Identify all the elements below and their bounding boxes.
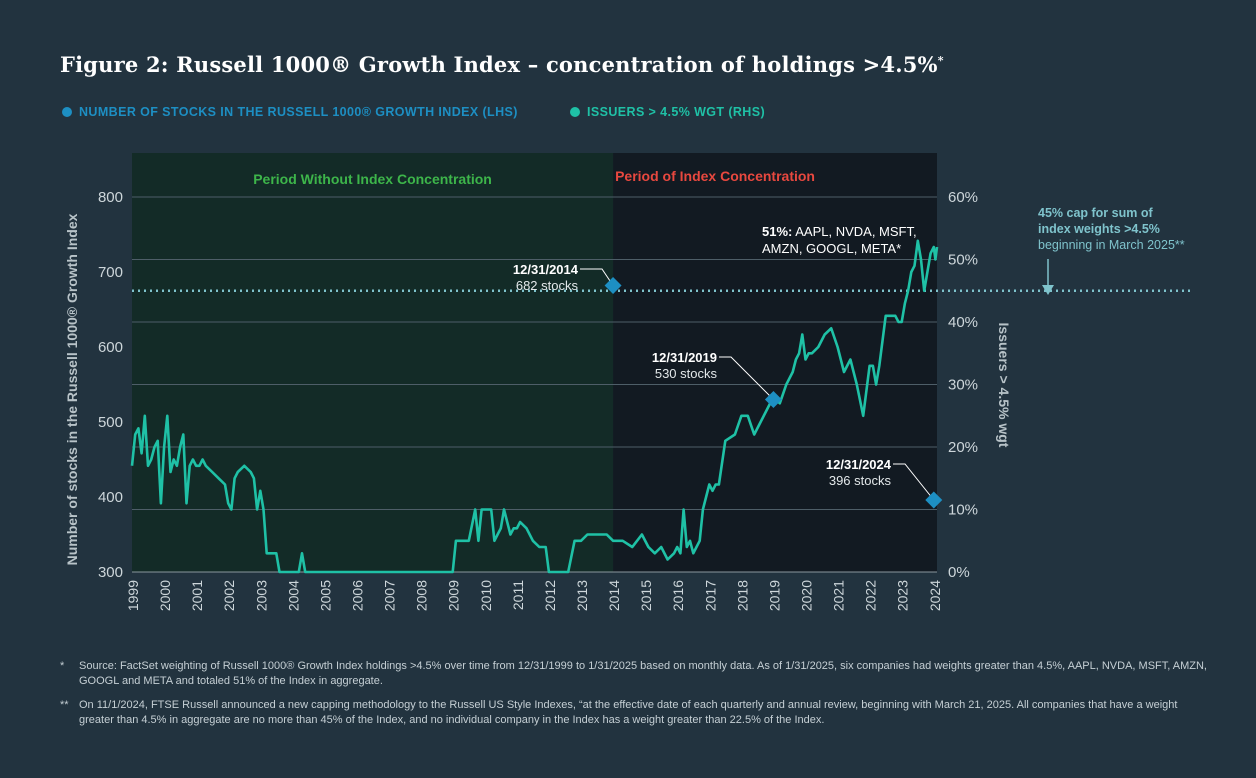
x-tick-label: 2009 — [446, 580, 462, 611]
x-tick-label: 2020 — [799, 580, 815, 611]
stock-count-marker — [925, 491, 943, 509]
period-label-concentration: Period of Index Concentration — [615, 168, 815, 184]
x-tick-label: 2007 — [382, 580, 398, 611]
x-tick-label: 2024 — [927, 580, 943, 611]
y2-tick-label: 50% — [948, 252, 978, 269]
marker-leader-line — [893, 463, 935, 501]
cap-annotation-line2: index weights >4.5% — [1038, 222, 1160, 236]
peak-annotation-bold: 51%: — [762, 224, 792, 239]
y2-tick-label: 30% — [948, 377, 978, 394]
x-tick-label: 2018 — [734, 580, 750, 611]
x-tick-label: 2015 — [638, 580, 654, 611]
x-tick-label: 2002 — [221, 580, 237, 611]
legend-item-stock-count: NUMBER OF STOCKS IN THE RUSSELL 1000® GR… — [62, 105, 518, 119]
y-tick-label: 300 — [98, 564, 123, 581]
x-tick-label: 2004 — [285, 580, 301, 611]
y-axis-title: Number of stocks in the Russell 1000® Gr… — [64, 213, 80, 565]
marker-date-label: 12/31/2024 — [826, 457, 892, 472]
x-tick-label: 2013 — [574, 580, 590, 611]
x-tick-label: 2017 — [702, 580, 718, 611]
y2-tick-label: 0% — [948, 564, 970, 581]
x-tick-label: 2010 — [478, 580, 494, 611]
peak-annotation-line2: AMZN, GOOGL, META* — [762, 241, 901, 256]
peak-annotation-tickers: AAPL, NVDA, MSFT, — [792, 224, 916, 239]
x-tick-label: 2019 — [766, 580, 782, 611]
x-tick-label: 2003 — [253, 580, 269, 611]
marker-leader-line — [719, 356, 774, 400]
x-tick-label: 1999 — [125, 580, 141, 611]
period-label-without: Period Without Index Concentration — [253, 171, 492, 187]
cap-annotation-line1: 45% cap for sum of — [1038, 206, 1153, 220]
issuers-series-line — [130, 239, 939, 574]
x-tick-label: 2011 — [510, 580, 526, 610]
x-tick-label: 2000 — [157, 580, 173, 611]
x-tick-label: 2023 — [895, 580, 911, 611]
x-tick-label: 2008 — [414, 580, 430, 611]
footnote-source: * Source: FactSet weighting of Russell 10… — [60, 660, 1207, 687]
y2-tick-label: 10% — [948, 502, 978, 519]
x-tick-label: 2014 — [606, 580, 622, 611]
peak-annotation-line1: 51%: AAPL, NVDA, MSFT, — [762, 224, 917, 239]
y-tick-label: 400 — [98, 489, 123, 506]
period-bg-concentration — [613, 153, 937, 572]
x-tick-label: 2012 — [542, 580, 558, 611]
y-tick-label: 600 — [98, 339, 123, 356]
legend-item-issuers: ISSUERS > 4.5% WGT (RHS) — [570, 105, 765, 119]
marker-value-label: 530 stocks — [655, 366, 718, 381]
y2-tick-label: 40% — [948, 314, 978, 331]
legend-dot-teal — [570, 107, 580, 117]
marker-date-label: 12/31/2014 — [513, 262, 579, 277]
x-tick-label: 2021 — [831, 580, 847, 611]
chart-title: Figure 2: Russell 1000® Growth Index – c… — [60, 52, 944, 77]
marker-leader-line — [580, 268, 614, 286]
x-tick-label: 2006 — [350, 580, 366, 611]
x-tick-label: 2005 — [317, 580, 333, 611]
y2-tick-label: 20% — [948, 439, 978, 456]
x-tick-label: 2016 — [670, 580, 686, 611]
y2-tick-label: 60% — [948, 189, 978, 206]
cap-annotation-line3: beginning in March 2025** — [1038, 238, 1185, 252]
marker-value-label: 396 stocks — [829, 473, 892, 488]
marker-date-label: 12/31/2019 — [652, 350, 717, 365]
footnote-methodology: ** On 11/1/2024, FTSE Russell announced a… — [60, 699, 1178, 726]
x-tick-label: 2022 — [863, 580, 879, 611]
y2-axis-title: Issuers > 4.5% wgt — [996, 323, 1012, 448]
y-tick-label: 700 — [98, 264, 123, 281]
legend-dot-blue — [62, 107, 72, 117]
cap-arrow-head — [1042, 285, 1054, 295]
y-tick-label: 500 — [98, 414, 123, 431]
x-tick-label: 2001 — [189, 580, 205, 611]
period-bg-without-concentration — [132, 153, 614, 572]
y-tick-label: 800 — [98, 189, 123, 206]
stock-count-marker — [604, 277, 622, 294]
stock-count-marker — [764, 391, 782, 408]
marker-value-label: 682 stocks — [516, 278, 579, 293]
